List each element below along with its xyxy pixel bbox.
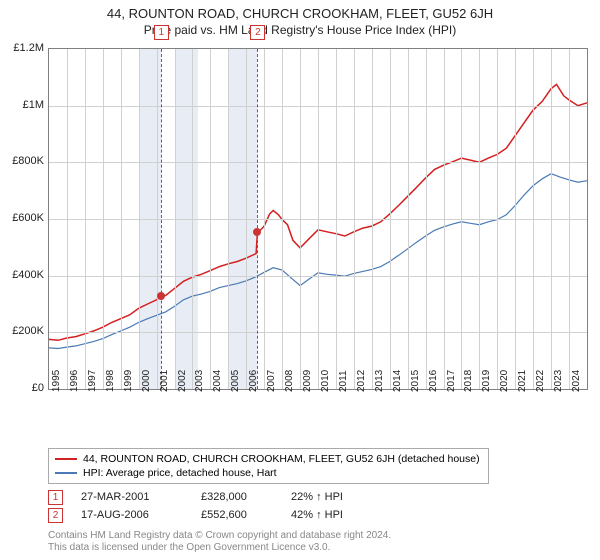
x-tick-label: 1999: [123, 370, 134, 392]
x-tick-label: 1995: [51, 370, 62, 392]
x-tick-label: 2001: [159, 370, 170, 392]
legend-swatch-series2: [55, 472, 77, 474]
y-tick-label: £600K: [12, 212, 44, 224]
x-tick-label: 2021: [517, 370, 528, 392]
plot-area: 12: [48, 48, 588, 390]
y-tick-label: £1.2M: [13, 42, 44, 54]
x-tick-label: 2014: [392, 370, 403, 392]
legend-label-1: 44, ROUNTON ROAD, CHURCH CROOKHAM, FLEET…: [83, 453, 480, 465]
sale-date-1: 27-MAR-2001: [81, 491, 201, 503]
sale-marker-dot-1: [157, 292, 165, 300]
x-tick-label: 2015: [410, 370, 421, 392]
x-tick-label: 2023: [553, 370, 564, 392]
chart-title: 44, ROUNTON ROAD, CHURCH CROOKHAM, FLEET…: [0, 6, 600, 21]
x-tick-label: 2020: [499, 370, 510, 392]
x-tick-label: 2004: [212, 370, 223, 392]
sales-table: 1 27-MAR-2001 £328,000 22% ↑ HPI 2 17-AU…: [48, 488, 381, 524]
sales-marker-1: 1: [48, 490, 63, 505]
x-tick-label: 2002: [177, 370, 188, 392]
sales-marker-2: 2: [48, 508, 63, 523]
x-tick-label: 2003: [194, 370, 205, 392]
x-tick-label: 1998: [105, 370, 116, 392]
x-tick-label: 2013: [374, 370, 385, 392]
marker-box-1: 1: [154, 25, 169, 40]
footer: Contains HM Land Registry data © Crown c…: [48, 530, 391, 554]
sale-pct-2: 42% ↑ HPI: [291, 509, 381, 521]
x-tick-label: 2011: [338, 370, 349, 392]
y-tick-label: £0: [32, 382, 44, 394]
legend-swatch-series1: [55, 458, 77, 460]
sales-row-1: 1 27-MAR-2001 £328,000 22% ↑ HPI: [48, 488, 381, 506]
x-tick-label: 2017: [446, 370, 457, 392]
sale-marker-dot-2: [253, 228, 261, 236]
x-tick-label: 2016: [428, 370, 439, 392]
sale-date-2: 17-AUG-2006: [81, 509, 201, 521]
header: 44, ROUNTON ROAD, CHURCH CROOKHAM, FLEET…: [0, 0, 600, 37]
x-tick-label: 2019: [481, 370, 492, 392]
legend-row-2: HPI: Average price, detached house, Hart: [55, 466, 480, 480]
sale-price-2: £552,600: [201, 509, 291, 521]
y-tick-label: £800K: [12, 155, 44, 167]
legend-label-2: HPI: Average price, detached house, Hart: [83, 467, 277, 479]
legend-row-1: 44, ROUNTON ROAD, CHURCH CROOKHAM, FLEET…: [55, 452, 480, 466]
x-tick-label: 2009: [302, 370, 313, 392]
y-tick-label: £1M: [23, 99, 44, 111]
footer-line-2: This data is licensed under the Open Gov…: [48, 542, 391, 554]
x-tick-label: 2005: [230, 370, 241, 392]
marker-box-2: 2: [250, 25, 265, 40]
y-tick-label: £200K: [12, 325, 44, 337]
x-tick-label: 2000: [141, 370, 152, 392]
x-tick-label: 2022: [535, 370, 546, 392]
x-tick-label: 2010: [320, 370, 331, 392]
sales-row-2: 2 17-AUG-2006 £552,600 42% ↑ HPI: [48, 506, 381, 524]
y-tick-label: £400K: [12, 269, 44, 281]
x-tick-label: 2007: [266, 370, 277, 392]
x-tick-label: 2012: [356, 370, 367, 392]
chart-area: 12 £0£200K£400K£600K£800K£1M£1.2M1995199…: [48, 48, 586, 418]
sale-price-1: £328,000: [201, 491, 291, 503]
chart-subtitle: Price paid vs. HM Land Registry's House …: [0, 23, 600, 37]
x-tick-label: 2024: [571, 370, 582, 392]
x-tick-label: 1996: [69, 370, 80, 392]
legend-box: 44, ROUNTON ROAD, CHURCH CROOKHAM, FLEET…: [48, 448, 489, 484]
x-tick-label: 1997: [87, 370, 98, 392]
x-tick-label: 2018: [463, 370, 474, 392]
sale-pct-1: 22% ↑ HPI: [291, 491, 381, 503]
x-tick-label: 2008: [284, 370, 295, 392]
footer-line-1: Contains HM Land Registry data © Crown c…: [48, 530, 391, 542]
x-tick-label: 2006: [248, 370, 259, 392]
chart-container: 44, ROUNTON ROAD, CHURCH CROOKHAM, FLEET…: [0, 0, 600, 560]
